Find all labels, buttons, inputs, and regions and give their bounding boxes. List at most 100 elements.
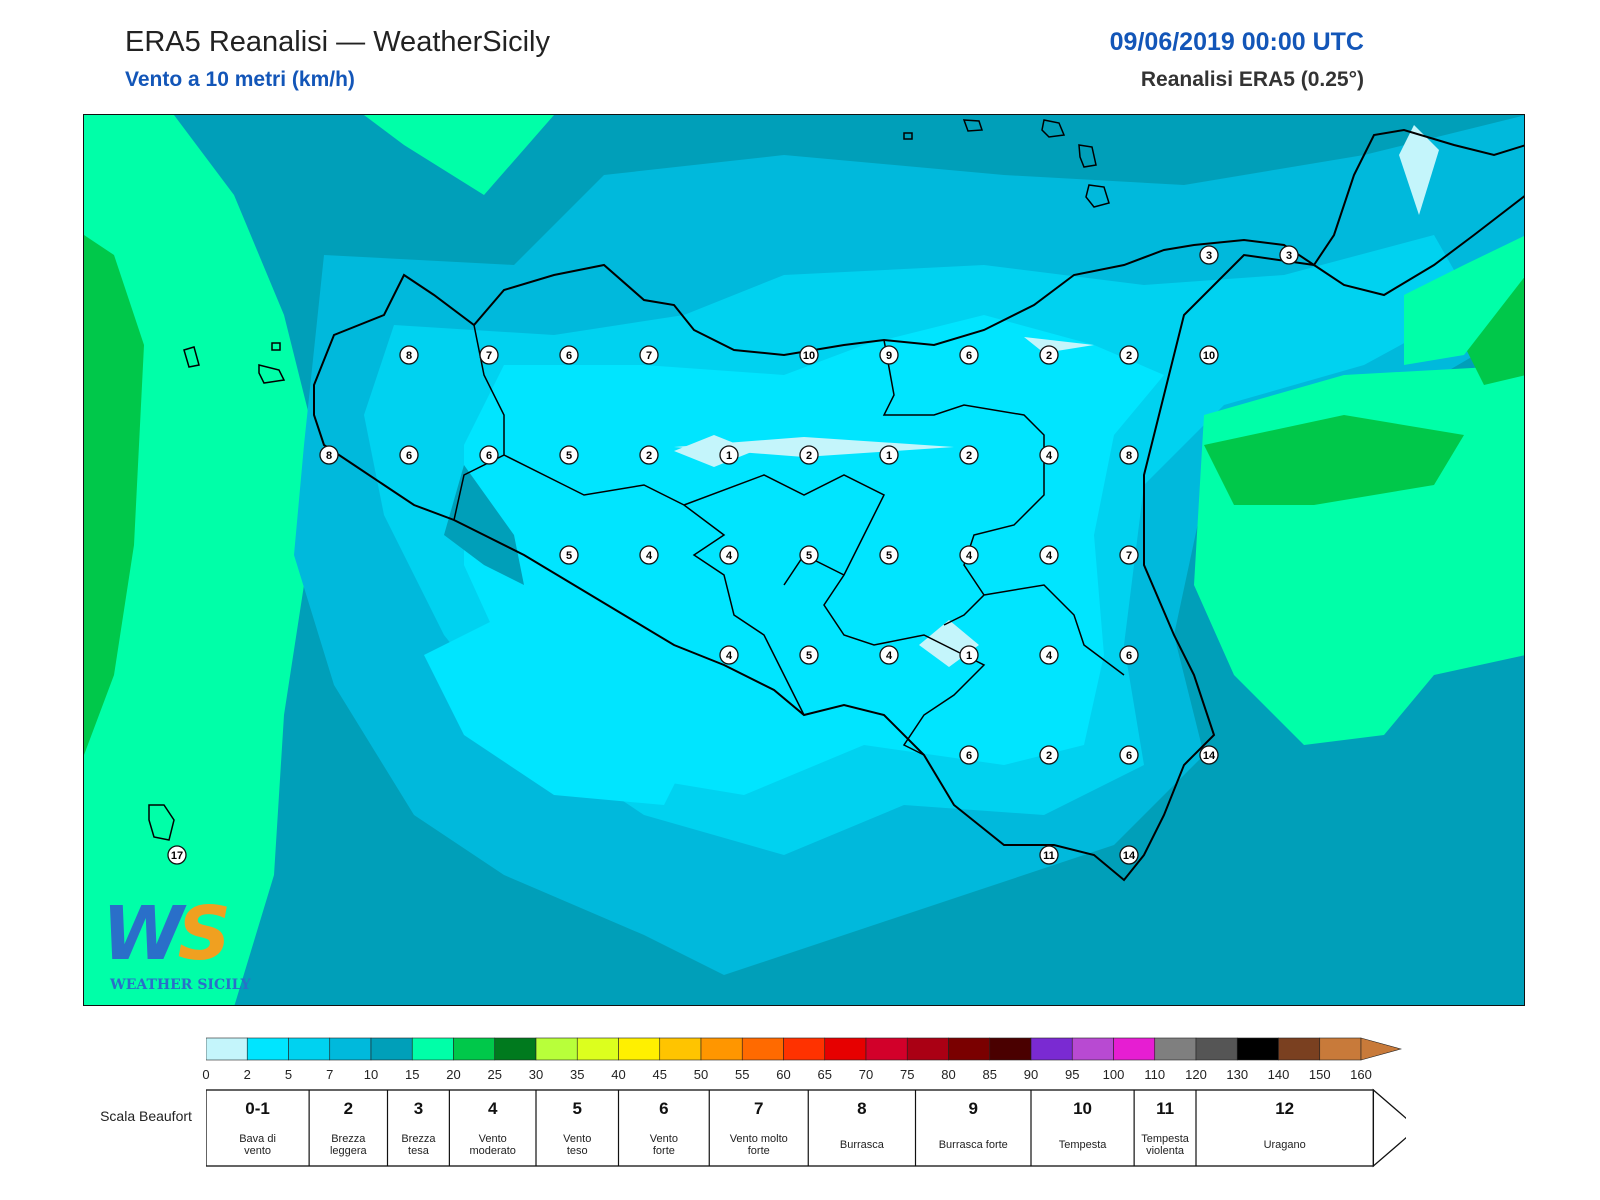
station-value: 8 — [1119, 445, 1139, 465]
station-value-label: 4 — [1046, 550, 1053, 562]
station-value-label: 10 — [1203, 350, 1215, 362]
beaufort-class: 11 Tempesta violenta — [1141, 1099, 1190, 1157]
station-value-label: 4 — [1046, 650, 1053, 662]
station-value: 4 — [959, 545, 979, 565]
station-value-label: 6 — [406, 450, 412, 462]
colorbar-tick-label: 25 — [488, 1067, 502, 1082]
colorbar-swatch — [865, 1037, 908, 1061]
station-value-label: 3 — [1286, 250, 1292, 262]
colorbar-swatch — [989, 1037, 1032, 1061]
beaufort-description: Bava di vento — [239, 1133, 276, 1157]
colorbar-swatch — [1071, 1037, 1114, 1061]
beaufort-description: Burrasca forte — [939, 1139, 1008, 1151]
beaufort-number: 10 — [1073, 1099, 1092, 1118]
station-value-label: 3 — [1206, 250, 1212, 262]
station-value-label: 8 — [1126, 450, 1132, 462]
station-value: 6 — [959, 345, 979, 365]
colorbar-swatch — [824, 1037, 867, 1061]
station-value: 2 — [959, 445, 979, 465]
beaufort-number: 9 — [969, 1099, 978, 1118]
station-value-label: 2 — [806, 450, 812, 462]
wind-map: 3 3 8 7 6 7 10 9 6 2 2 10 8 6 6 5 2 1 2 1 2 4 8 5 4 4 5 5 4 4 7 4 5 4 1 4 6 6… — [83, 114, 1525, 1006]
station-value: 4 — [1039, 545, 1059, 565]
station-value-label: 6 — [1126, 750, 1132, 762]
colorbar-swatch — [1319, 1037, 1362, 1061]
colorbar-tick-label: 10 — [364, 1067, 378, 1082]
station-value-label: 7 — [486, 350, 492, 362]
colorbar-swatch — [494, 1037, 537, 1061]
colorbar-tick-label: 100 — [1103, 1067, 1125, 1082]
colorbar-tick-label: 7 — [326, 1067, 333, 1082]
station-value-label: 14 — [1123, 850, 1136, 862]
colorbar-extend-arrow — [1360, 1037, 1402, 1061]
colorbar-tick-label: 55 — [735, 1067, 749, 1082]
colorbar — [206, 1037, 1402, 1061]
colorbar-tick-label: 95 — [1065, 1067, 1079, 1082]
station-value-label: 11 — [1043, 850, 1055, 862]
colorbar-tick-label: 2 — [244, 1067, 251, 1082]
beaufort-class: 2 Brezza leggera — [330, 1099, 368, 1157]
beaufort-class: 10 Tempesta — [1059, 1099, 1108, 1151]
colorbar-tick-label: 160 — [1350, 1067, 1372, 1082]
station-value-label: 2 — [646, 450, 652, 462]
colorbar-tick-label: 130 — [1226, 1067, 1248, 1082]
station-value: 1 — [719, 445, 739, 465]
station-value: 3 — [1279, 245, 1299, 265]
beaufort-class: 5 Vento teso — [563, 1099, 591, 1157]
beaufort-frame — [206, 1089, 1375, 1167]
beaufort-number: 6 — [659, 1099, 668, 1118]
beaufort-scale-label: Scala Beaufort — [100, 1108, 192, 1124]
station-value: 5 — [799, 545, 819, 565]
station-value-label: 6 — [1126, 650, 1132, 662]
colorbar-swatch — [576, 1037, 619, 1061]
station-value: 17 — [167, 845, 187, 865]
beaufort-description: Brezza leggera — [330, 1133, 368, 1157]
station-value: 6 — [1119, 645, 1139, 665]
station-value: 2 — [1039, 345, 1059, 365]
station-value-label: 5 — [566, 450, 572, 462]
station-value: 2 — [799, 445, 819, 465]
beaufort-description: Vento teso — [563, 1133, 591, 1157]
station-value-label: 1 — [726, 450, 732, 462]
colorbar-swatch — [288, 1037, 331, 1061]
beaufort-number: 2 — [344, 1099, 353, 1118]
station-value: 8 — [319, 445, 339, 465]
station-value-label: 7 — [646, 350, 652, 362]
beaufort-number: 3 — [414, 1099, 423, 1118]
station-value: 2 — [1119, 345, 1139, 365]
station-value: 6 — [479, 445, 499, 465]
colorbar-swatch — [700, 1037, 743, 1061]
beaufort-class: 7 Vento molto forte — [730, 1099, 788, 1157]
station-value-label: 8 — [326, 450, 332, 462]
colorbar-tick-label: 30 — [529, 1067, 543, 1082]
colorbar-tick-label: 45 — [653, 1067, 667, 1082]
station-value-label: 14 — [1203, 750, 1216, 762]
beaufort-class: 12 Uragano — [1264, 1099, 1306, 1151]
station-value-label: 4 — [966, 550, 973, 562]
beaufort-number: 7 — [754, 1099, 763, 1118]
colorbar-swatch — [535, 1037, 578, 1061]
colorbar-tick-label: 85 — [983, 1067, 997, 1082]
colorbar-swatch — [948, 1037, 991, 1061]
station-value: 7 — [479, 345, 499, 365]
colorbar-tick-label: 75 — [900, 1067, 914, 1082]
beaufort-number: 8 — [857, 1099, 866, 1118]
weathersicily-logo: WS WEATHER SICILY — [102, 891, 262, 997]
station-value-label: 5 — [566, 550, 572, 562]
station-value: 14 — [1119, 845, 1139, 865]
station-value: 3 — [1199, 245, 1219, 265]
station-value-label: 6 — [966, 350, 972, 362]
station-value: 5 — [879, 545, 899, 565]
colorbar-ticks: 0 2 5 7 10 15 20 25 30 35 40 45 50 55 60 65 70 75 80 85 90 95… — [202, 1067, 1372, 1082]
station-value-label: 6 — [566, 350, 572, 362]
colorbar-tick-label: 110 — [1144, 1067, 1165, 1082]
station-value: 1 — [959, 645, 979, 665]
station-value-label: 2 — [1046, 350, 1052, 362]
beaufort-number: 12 — [1275, 1099, 1294, 1118]
station-value: 6 — [959, 745, 979, 765]
colorbar-swatch — [906, 1037, 949, 1061]
colorbar-swatch — [1278, 1037, 1321, 1061]
colorbar-tick-label: 65 — [818, 1067, 832, 1082]
station-value-label: 5 — [806, 650, 812, 662]
datetime-label: 09/06/2019 00:00 UTC — [1109, 28, 1364, 56]
